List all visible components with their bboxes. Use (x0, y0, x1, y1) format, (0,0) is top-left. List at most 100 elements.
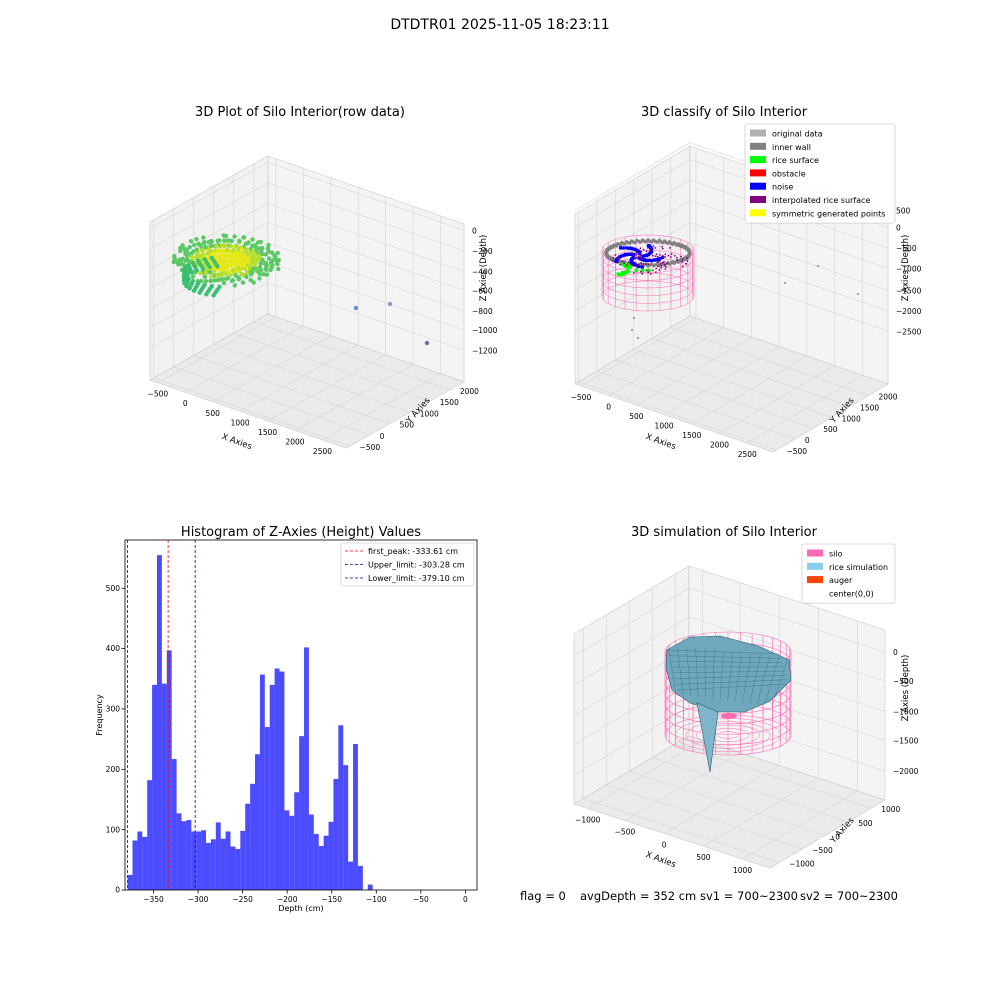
raw-point (199, 278, 204, 284)
raw-point (234, 250, 240, 256)
cls-interpolated-point (681, 265, 684, 268)
hist-bar (206, 842, 211, 890)
raw-point (226, 269, 232, 274)
hist-ytick-label: 100 (106, 825, 121, 834)
raw-point (201, 235, 206, 240)
simulation-3d-plot: −1000−50005001000−1000−500050010000−500−… (573, 525, 919, 875)
cls-noise-point (637, 250, 642, 254)
raw-point (218, 265, 224, 270)
raw-outlier-point (353, 305, 359, 311)
raw-point (263, 252, 268, 257)
hist-bar (294, 792, 300, 890)
cls-interpolated-point (632, 255, 635, 257)
cls-interpolated-point (660, 264, 663, 267)
raw-point (264, 272, 270, 277)
raw-ytick-label: 1500 (440, 398, 459, 407)
sim-grid-x (742, 790, 858, 860)
hist-bar (328, 821, 334, 890)
hist-xtick-label: 0 (463, 895, 468, 904)
cls-interpolated-point (669, 247, 671, 249)
cls-outlier-point (631, 329, 633, 331)
raw-wall-point (185, 272, 190, 277)
raw-point (270, 262, 275, 268)
sim-grid-x (587, 740, 703, 809)
raw-point (214, 249, 219, 254)
cls-interpolated-point (647, 263, 650, 266)
raw-grid-y (213, 344, 410, 413)
raw-outlier-point (424, 340, 430, 346)
raw-ztick-label: 0 (472, 226, 477, 235)
raw-grid-y (173, 366, 370, 436)
cls-legend-label: obstacle (772, 169, 806, 178)
cls-interpolated-point (667, 254, 670, 257)
cls-xtick-label: −500 (571, 393, 592, 402)
cls-legend-swatch (750, 156, 766, 164)
cls-inner-wall-point (688, 250, 692, 255)
raw-point (230, 248, 236, 253)
hist-title: Histogram of Z-Axies (Height) Values (181, 525, 421, 540)
raw-point (265, 246, 270, 251)
raw-point (229, 238, 234, 244)
sim-mesh-line (666, 649, 781, 655)
raw-point (214, 244, 219, 249)
sim-center-marker (721, 713, 737, 719)
hist-legend-label: first_peak: -333.61 cm (368, 547, 458, 556)
raw-grid-x (212, 335, 331, 403)
sim-grid-z (573, 587, 886, 657)
hist-bar (171, 759, 177, 890)
cls-interpolated-point (657, 261, 659, 263)
raw-grid-x (185, 325, 304, 393)
raw-point (230, 267, 236, 272)
raw-floor (149, 313, 465, 449)
raw-point (241, 263, 246, 268)
raw-grid-x (240, 345, 359, 412)
hist-bar (186, 820, 192, 890)
hist-legend-label: Lower_limit: -379.10 cm (368, 574, 465, 583)
cls-ztick-label: −1000 (896, 264, 922, 273)
cls-interpolated-point (612, 256, 614, 259)
cls-xtick-label: 0 (606, 403, 611, 412)
hist-bar (161, 683, 167, 890)
hist-xtick-label: −250 (232, 895, 253, 904)
raw-point (198, 270, 203, 276)
cls-grid-x (691, 355, 807, 425)
hist-bar (348, 861, 354, 890)
sim-grid-x (703, 777, 819, 847)
raw-ytick-label: 1000 (420, 409, 439, 418)
cls-grid-y (633, 349, 832, 418)
sim-legend-label: rice simulation (829, 563, 888, 572)
cls-interpolated-point (639, 247, 642, 250)
cls-inner-wall-point (623, 242, 627, 246)
cls-interpolated-point (658, 269, 661, 271)
cls-grid-y (596, 370, 795, 440)
raw-point (190, 274, 196, 279)
cls-grid-x (663, 346, 780, 415)
hist-ytick-label: 300 (106, 705, 121, 714)
sim-grid-y (652, 757, 849, 823)
cls-interpolated-point (640, 250, 643, 253)
cls-title: 3D classify of Silo Interior (641, 105, 808, 120)
raw-ztick-label: −800 (472, 307, 493, 316)
cls-inner-wall-point (644, 240, 648, 244)
raw-xtick-label: 1000 (231, 418, 250, 427)
cls-noise-point (621, 246, 626, 250)
cls-noise-point (618, 246, 623, 250)
hist-bar (147, 780, 153, 890)
hist-bar (343, 765, 349, 890)
hist-ytick-label: 500 (106, 584, 121, 593)
raw-grid-z (149, 261, 465, 331)
cls-legend-swatch (750, 142, 766, 150)
sim-grid-z (573, 616, 886, 686)
cls-grid-x (608, 327, 724, 396)
cls-interpolated-point (645, 269, 648, 272)
raw-grid-x (267, 354, 386, 422)
cls-interpolated-point (663, 261, 665, 263)
raw-outlier-point (254, 266, 260, 272)
cls-interpolated-point (617, 256, 620, 259)
hist-xtick-label: −50 (413, 895, 429, 904)
raw-point (266, 243, 271, 248)
cls-xtick-label: 1000 (655, 422, 674, 431)
raw-point-cloud (171, 233, 281, 298)
cls-interpolated-point (642, 262, 645, 265)
raw-point (254, 245, 259, 251)
